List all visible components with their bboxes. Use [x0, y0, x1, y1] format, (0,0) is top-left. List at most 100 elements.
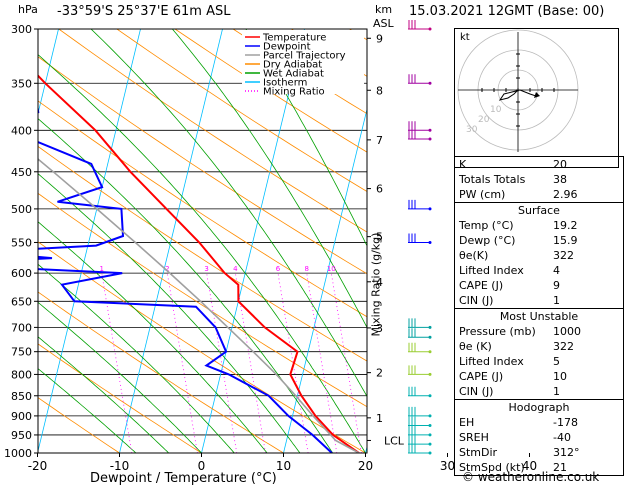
mixing-ratio-label: 1 — [99, 265, 103, 273]
hodograph-stat-row: StmDir 312° — [455, 445, 623, 460]
most-unstable-value: 322 — [553, 340, 574, 353]
pressure-tick-label: 800 — [11, 368, 32, 381]
pressure-tick-label: 850 — [11, 390, 32, 403]
surface-row: CIN (J) 1 — [455, 293, 623, 308]
most-unstable-title: Most Unstable — [499, 310, 579, 323]
temperature-profile — [38, 74, 360, 453]
pressure-tick-label: 900 — [11, 410, 32, 423]
wet-adiabat-line — [38, 118, 334, 453]
isotherm-line — [38, 29, 59, 116]
dry-adiabat-line — [38, 291, 284, 453]
pressure-tick-label: 750 — [11, 346, 32, 359]
asl-label: ASL — [373, 17, 394, 30]
pressure-tick-label: 700 — [11, 321, 32, 334]
hodograph-stat-label: SREH — [459, 431, 489, 444]
km-tick-label: 4 — [376, 276, 383, 289]
copyright: © weatheronline.co.uk — [462, 470, 600, 484]
pressure-tick-label: 600 — [11, 267, 32, 280]
pressure-tick-label: 300 — [11, 23, 32, 36]
wind-barb-dot — [428, 414, 432, 418]
datetime-title: 15.03.2021 12GMT (Base: 00) — [409, 4, 605, 19]
pressure-tick-label: 450 — [11, 166, 32, 179]
surface-label: θe(K) — [459, 249, 489, 262]
hodograph-stat-title: Hodograph — [508, 401, 570, 414]
wind-barb-dot — [428, 335, 432, 339]
km-tick-label: 1 — [376, 412, 383, 425]
surface-label: Temp (°C) — [459, 219, 514, 232]
most-unstable-value: 5 — [553, 355, 560, 368]
surface-value: 322 — [553, 249, 574, 262]
index-value: 20 — [553, 158, 567, 171]
legend-label: Temperature — [262, 33, 326, 44]
wet-adiabat-line — [38, 173, 301, 453]
wind-barb-dot — [428, 350, 432, 354]
most-unstable-row: Lifted Index 5 — [455, 354, 623, 369]
most-unstable-value: 1000 — [553, 325, 581, 338]
dry-adiabat-line — [38, 241, 366, 453]
pressure-tick-label: 500 — [11, 203, 32, 216]
temperature-tick-label: -20 — [28, 459, 48, 473]
mixing-ratio-label: 3 — [204, 265, 208, 273]
dry-adiabat-line — [174, 29, 367, 153]
hodograph-ring-label: 30 — [466, 125, 478, 135]
dry-adiabat-line — [58, 29, 367, 233]
mixing-ratio-line — [166, 273, 198, 453]
hodograph-ring-label: 20 — [478, 115, 490, 125]
hodograph-stat-row: StmSpd (kt) 21 — [455, 460, 623, 475]
mixing-ratio-label: 20 — [409, 265, 418, 273]
wind-barb-dot — [428, 433, 432, 437]
hodograph-ring-label: 10 — [490, 105, 502, 115]
hodograph-stat-row: EH -178 — [455, 415, 623, 430]
mixing-ratio-label: 6 — [276, 265, 281, 273]
pressure-tick-label: 400 — [11, 124, 32, 137]
wind-barb-dot — [428, 128, 432, 132]
wet-adiabat-line — [171, 29, 367, 329]
surface-value: 19.2 — [553, 219, 578, 232]
legend-label: Dry Adiabat — [263, 60, 322, 71]
surface-label: Lifted Index — [459, 264, 524, 277]
hodograph-stat-value: -178 — [553, 416, 578, 429]
surface-value: 1 — [553, 294, 560, 307]
location-title: -33°59'S 25°37'E 61m ASL — [57, 4, 231, 19]
wind-barb-dot — [428, 137, 432, 141]
storm-motion-marker — [534, 92, 540, 98]
surface-row: θe(K) 322 — [455, 248, 623, 263]
wind-barb-dot — [428, 442, 432, 446]
most-unstable-label: CAPE (J) — [459, 370, 504, 383]
surface-value: 15.9 — [553, 234, 578, 247]
hodograph-stats-box: Hodograph EH -178 SREH -40 StmDir 312° StmSpd (… — [454, 400, 624, 476]
dry-adiabat-line — [38, 343, 202, 453]
temperature-tick-label: 20 — [358, 459, 373, 473]
legend-label: Parcel Trajectory — [263, 51, 346, 62]
most-unstable-value: 1 — [553, 385, 560, 398]
hodograph-stat-value: -40 — [553, 431, 571, 444]
index-label: K — [459, 158, 467, 171]
mixing-ratio-line — [381, 273, 411, 453]
hodograph-stat-value: 312° — [553, 446, 580, 459]
wind-barb-dot — [428, 424, 432, 428]
surface-value: 4 — [553, 264, 560, 277]
hodograph-stat-label: EH — [459, 416, 475, 429]
index-row: PW (cm) 2.96 — [455, 187, 623, 202]
temperature-tick-label: 10 — [276, 459, 291, 473]
km-tick-label: 2 — [376, 367, 383, 380]
index-label: Totals Totals — [459, 173, 526, 186]
mixing-ratio-line — [330, 273, 362, 453]
most-unstable-row: Pressure (mb) 1000 — [455, 324, 623, 339]
dry-adiabat-line — [38, 145, 367, 362]
parcel-trajectory-profile — [38, 158, 360, 453]
dewpoint-profile — [38, 104, 333, 453]
wet-adiabat-line — [90, 29, 367, 398]
dry-adiabat-line — [38, 397, 120, 453]
mixing-ratio-axis-label: Mixing Ratio (g/kg) — [369, 232, 383, 337]
isotherm-line — [201, 29, 305, 453]
wet-adiabat-line — [245, 29, 367, 247]
km-tick-label: 6 — [376, 183, 383, 196]
hodograph-stat-label: StmSpd (kt) — [459, 461, 525, 474]
index-row: Totals Totals 38 — [455, 172, 623, 187]
km-tick-label: 8 — [376, 84, 383, 97]
pressure-tick-label: 650 — [11, 295, 32, 308]
pressure-tick-label: 1000 — [4, 447, 32, 460]
index-row: K 20 — [455, 157, 623, 172]
